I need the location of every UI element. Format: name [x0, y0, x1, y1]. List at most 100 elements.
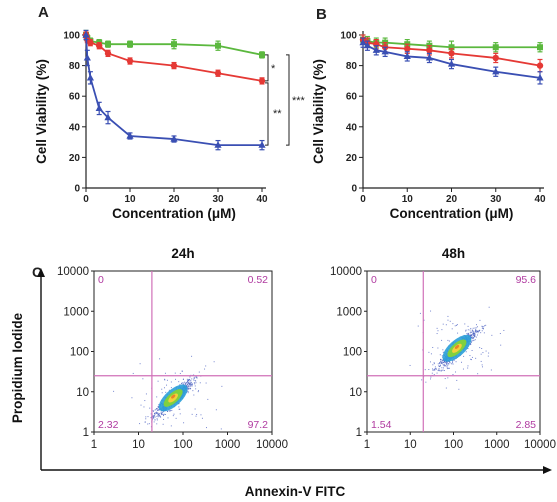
- scatter-point: [442, 362, 444, 364]
- scatter-point: [184, 381, 186, 383]
- y-tick-label: 1: [83, 427, 89, 439]
- scatter-point: [182, 382, 184, 384]
- scatter-point: [470, 335, 472, 337]
- scatter-point: [472, 331, 474, 333]
- scatter-point: [441, 359, 443, 361]
- scatter-point: [433, 369, 435, 371]
- scatter-point: [185, 382, 187, 384]
- scatter-point: [471, 349, 473, 351]
- scatter-point: [188, 388, 190, 390]
- scatter-point: [471, 330, 473, 332]
- quadrant-upper-left: 0: [98, 274, 104, 286]
- scatter-point: [196, 376, 198, 378]
- scatter-point: [490, 369, 492, 371]
- data-point-triangle: [86, 73, 94, 81]
- scatter-point: [467, 333, 469, 335]
- scatter-point: [440, 359, 442, 361]
- scatter-point: [187, 386, 189, 388]
- scatter-point: [441, 361, 443, 363]
- y-tick-label: 100: [343, 347, 362, 359]
- scatter-point: [154, 416, 156, 418]
- scatter-point: [154, 412, 156, 414]
- scatter-point: [473, 339, 475, 341]
- scatter-point: [480, 360, 482, 362]
- data-point-square: [171, 41, 177, 48]
- scatter-point: [449, 362, 451, 364]
- scatter-point: [474, 339, 476, 341]
- data-point-triangle: [126, 131, 134, 139]
- scatter-point: [437, 370, 439, 372]
- scatter-point: [439, 369, 441, 371]
- scatter-point: [179, 372, 181, 374]
- scatter-point: [479, 319, 481, 321]
- scatter-point: [187, 391, 189, 393]
- data-point-circle: [214, 70, 222, 77]
- scatter-point: [131, 397, 133, 399]
- scatter-point: [477, 332, 479, 334]
- x-tick-label: 20: [446, 194, 458, 205]
- scatter-point: [439, 366, 441, 368]
- scatter-point: [482, 328, 484, 330]
- data-point-square: [448, 44, 455, 51]
- plot-frame: [93, 270, 273, 433]
- scatter-point: [470, 331, 472, 333]
- data-point-triangle: [214, 141, 222, 148]
- scatter-point: [447, 367, 449, 369]
- scatter-point: [178, 381, 180, 383]
- scatter-point: [430, 376, 432, 378]
- scatter-point: [470, 334, 472, 336]
- scatter-point: [467, 367, 469, 369]
- scatter-point: [142, 378, 144, 380]
- scatter-point: [166, 384, 168, 386]
- scatter-point: [152, 415, 154, 417]
- quadrant-lower-left: 2.32: [98, 419, 119, 431]
- scatter-point: [463, 355, 465, 357]
- scatter-point: [161, 414, 163, 416]
- scatter-point: [166, 410, 168, 412]
- scatter-point: [170, 410, 172, 412]
- scatter-point: [437, 347, 439, 349]
- scatter-point: [221, 385, 223, 387]
- scatter-point: [178, 406, 180, 408]
- scatter-point: [451, 363, 453, 365]
- scatter-point: [423, 319, 425, 321]
- significance-bracket: [286, 54, 290, 146]
- x-axis-label: Concentration (μM): [112, 206, 236, 221]
- scatter-point: [191, 385, 193, 387]
- y-tick-label: 20: [69, 153, 81, 164]
- scatter-point: [444, 365, 446, 367]
- scatter-point: [439, 354, 441, 356]
- data-point-triangle: [492, 67, 500, 75]
- scatter-point: [470, 342, 472, 344]
- scatter-point: [193, 382, 195, 384]
- scatter-point: [472, 340, 474, 342]
- scatter-point: [165, 391, 167, 393]
- scatter-point: [440, 358, 442, 360]
- data-point-triangle: [82, 31, 90, 38]
- scatter-point: [441, 369, 443, 371]
- scatter-point: [447, 364, 449, 366]
- scatter-point: [179, 408, 181, 410]
- scatter-point: [170, 381, 172, 383]
- scatter-point: [194, 408, 196, 410]
- scatter-point: [170, 425, 172, 427]
- scatter-point: [439, 364, 441, 366]
- scatter-point: [188, 387, 190, 389]
- scatter-point: [432, 346, 434, 348]
- scatter-point: [159, 414, 161, 416]
- scatter-point: [187, 392, 189, 394]
- scatter-point: [467, 329, 469, 331]
- scatter-point: [477, 373, 479, 375]
- scatter-point: [193, 378, 195, 380]
- scatter-point: [194, 376, 196, 378]
- scatter-point: [441, 339, 443, 341]
- scatter-point: [438, 365, 440, 367]
- scatter-point: [174, 372, 176, 374]
- scatter-point: [430, 378, 432, 380]
- y-tick-label: 100: [70, 347, 89, 359]
- scatter-point: [471, 329, 473, 331]
- scatter-point: [198, 371, 200, 373]
- scatter-point: [145, 416, 147, 418]
- scatter-point: [150, 417, 152, 419]
- scatter-point: [444, 378, 446, 380]
